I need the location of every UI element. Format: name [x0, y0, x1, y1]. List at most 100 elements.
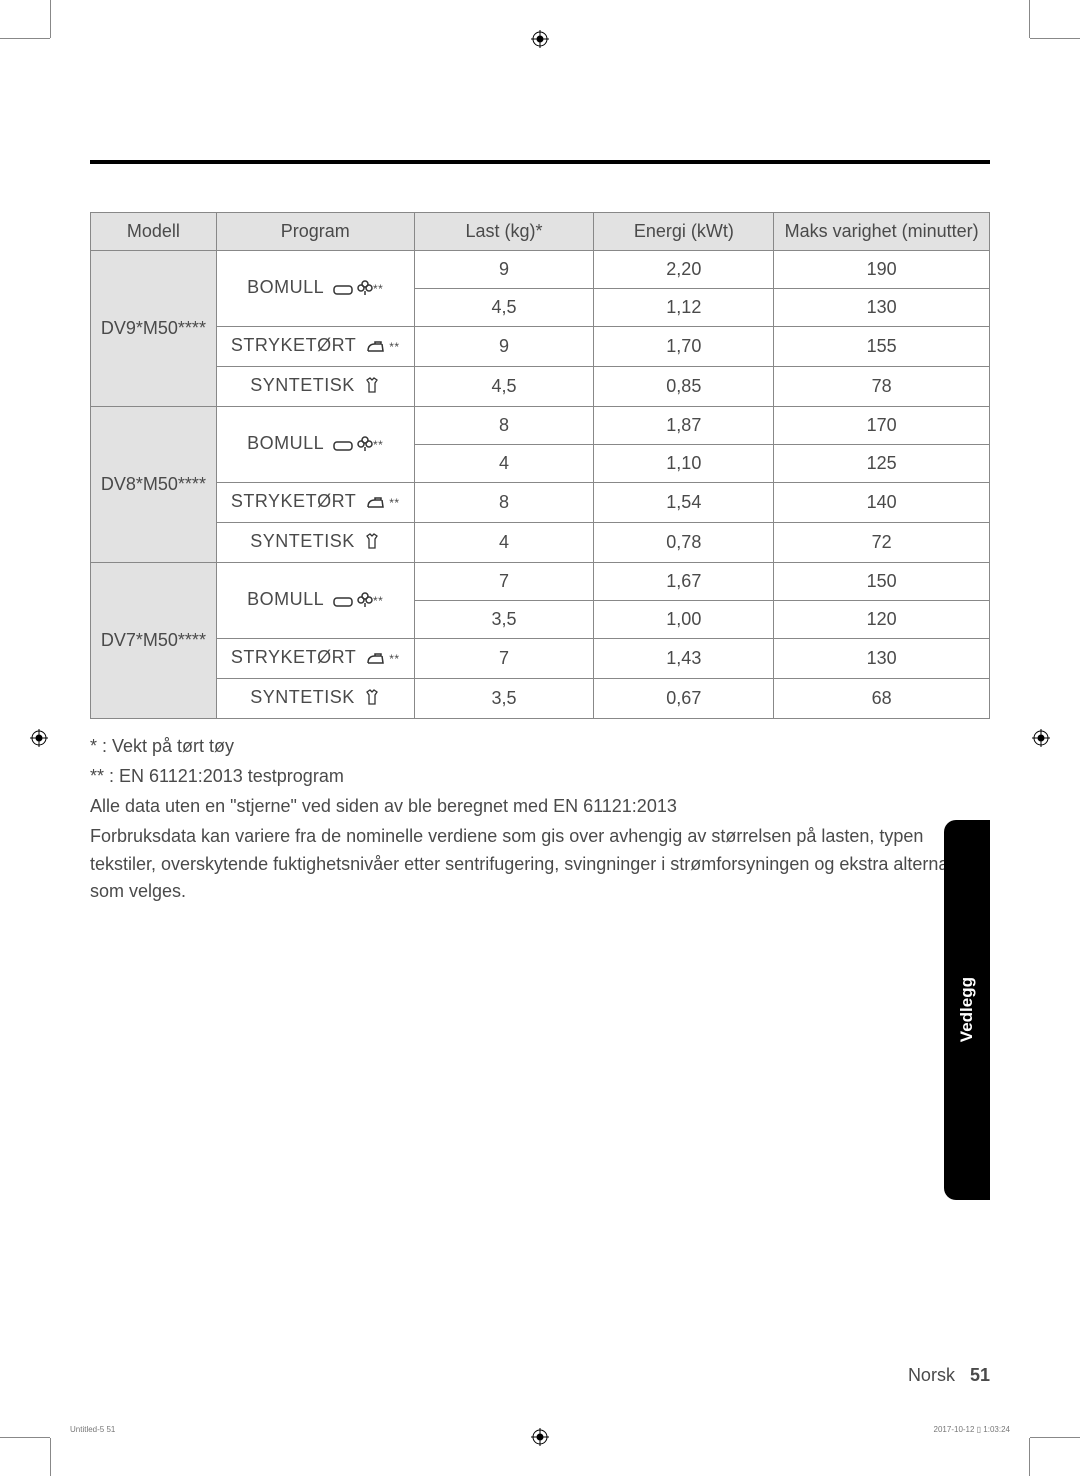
program-cell: BOMULL **	[216, 251, 414, 327]
col-energy: Energi (kWt)	[594, 213, 774, 251]
load-cell: 4	[414, 523, 594, 563]
footnote-marker: **	[385, 340, 399, 354]
crop-mark	[50, 1438, 51, 1476]
duration-cell: 72	[774, 523, 990, 563]
load-cell: 7	[414, 639, 594, 679]
crop-mark	[1030, 1437, 1080, 1438]
table-row: STRYKETØRT **71,43130	[91, 639, 990, 679]
footnote-4: Forbruksdata kan variere fra de nominell…	[90, 823, 990, 907]
load-cell: 7	[414, 563, 594, 601]
page-content: Modell Program Last (kg)* Energi (kWt) M…	[90, 90, 990, 1386]
section-tab-label: Vedlegg	[957, 977, 977, 1042]
registration-mark-icon	[1032, 729, 1050, 747]
footnote-marker: **	[385, 652, 399, 666]
table-row: STRYKETØRT **81,54140	[91, 483, 990, 523]
registration-mark-icon	[531, 1428, 549, 1446]
duration-cell: 140	[774, 483, 990, 523]
program-cell: SYNTETISK	[216, 523, 414, 563]
cotton-icon	[357, 591, 373, 612]
model-cell: DV9*M50****	[91, 251, 217, 407]
registration-mark-icon	[531, 30, 549, 48]
load-cell: 9	[414, 327, 594, 367]
print-meta-left: Untitled-5 51	[70, 1425, 115, 1434]
duration-cell: 155	[774, 327, 990, 367]
energy-cell: 0,85	[594, 367, 774, 407]
footer-language: Norsk	[908, 1365, 955, 1385]
program-cell: STRYKETØRT **	[216, 483, 414, 523]
shirt-icon	[364, 377, 380, 398]
section-tab: Vedlegg	[944, 820, 990, 1200]
program-cell: BOMULL **	[216, 563, 414, 639]
registration-mark-icon	[30, 729, 48, 747]
footnote-marker: **	[373, 438, 383, 452]
crop-mark	[50, 0, 51, 38]
footer-page-number: 51	[970, 1365, 990, 1385]
program-cell: STRYKETØRT **	[216, 639, 414, 679]
table-row: DV9*M50****BOMULL **92,20190	[91, 251, 990, 289]
energy-cell: 1,10	[594, 445, 774, 483]
energy-cell: 0,78	[594, 523, 774, 563]
energy-cell: 1,12	[594, 289, 774, 327]
load-cell: 4	[414, 445, 594, 483]
duration-cell: 120	[774, 601, 990, 639]
col-program: Program	[216, 213, 414, 251]
energy-cell: 1,67	[594, 563, 774, 601]
crop-mark	[1030, 38, 1080, 39]
page-footer: Norsk 51	[908, 1365, 990, 1386]
shirt-icon	[364, 533, 380, 554]
load-cell: 3,5	[414, 679, 594, 719]
energy-cell: 1,43	[594, 639, 774, 679]
footnote-1: * : Vekt på tørt tøy	[90, 733, 990, 761]
table-row: DV7*M50****BOMULL **71,67150	[91, 563, 990, 601]
load-cell: 8	[414, 407, 594, 445]
table-row: STRYKETØRT **91,70155	[91, 327, 990, 367]
cupboard-icon	[333, 591, 353, 612]
cotton-icon	[357, 435, 373, 456]
duration-cell: 130	[774, 639, 990, 679]
model-cell: DV7*M50****	[91, 563, 217, 719]
specs-table: Modell Program Last (kg)* Energi (kWt) M…	[90, 212, 990, 719]
footnotes: * : Vekt på tørt tøy ** : EN 61121:2013 …	[90, 733, 990, 906]
load-cell: 8	[414, 483, 594, 523]
load-cell: 4,5	[414, 367, 594, 407]
energy-cell: 1,54	[594, 483, 774, 523]
cupboard-icon	[333, 279, 353, 300]
iron-icon	[365, 337, 385, 358]
program-cell: SYNTETISK	[216, 679, 414, 719]
col-load: Last (kg)*	[414, 213, 594, 251]
footnote-2: ** : EN 61121:2013 testprogram	[90, 763, 990, 791]
crop-mark	[1029, 1438, 1030, 1476]
duration-cell: 150	[774, 563, 990, 601]
program-cell: BOMULL **	[216, 407, 414, 483]
program-cell: SYNTETISK	[216, 367, 414, 407]
energy-cell: 1,00	[594, 601, 774, 639]
table-row: SYNTETISK 4,50,8578	[91, 367, 990, 407]
duration-cell: 125	[774, 445, 990, 483]
crop-mark	[1029, 0, 1030, 38]
cotton-icon	[357, 279, 373, 300]
iron-icon	[365, 649, 385, 670]
footnote-marker: **	[373, 282, 383, 296]
table-row: DV8*M50****BOMULL **81,87170	[91, 407, 990, 445]
duration-cell: 170	[774, 407, 990, 445]
program-cell: STRYKETØRT **	[216, 327, 414, 367]
footnote-marker: **	[385, 496, 399, 510]
energy-cell: 2,20	[594, 251, 774, 289]
print-meta-right: 2017-10-12 ▯ 1:03:24	[934, 1425, 1010, 1434]
load-cell: 9	[414, 251, 594, 289]
duration-cell: 68	[774, 679, 990, 719]
energy-cell: 1,70	[594, 327, 774, 367]
cupboard-icon	[333, 435, 353, 456]
table-header-row: Modell Program Last (kg)* Energi (kWt) M…	[91, 213, 990, 251]
duration-cell: 78	[774, 367, 990, 407]
duration-cell: 130	[774, 289, 990, 327]
energy-cell: 0,67	[594, 679, 774, 719]
energy-cell: 1,87	[594, 407, 774, 445]
load-cell: 4,5	[414, 289, 594, 327]
model-cell: DV8*M50****	[91, 407, 217, 563]
duration-cell: 190	[774, 251, 990, 289]
col-model: Modell	[91, 213, 217, 251]
horizontal-rule	[90, 160, 990, 164]
crop-mark	[0, 1437, 50, 1438]
col-duration: Maks varighet (minutter)	[774, 213, 990, 251]
